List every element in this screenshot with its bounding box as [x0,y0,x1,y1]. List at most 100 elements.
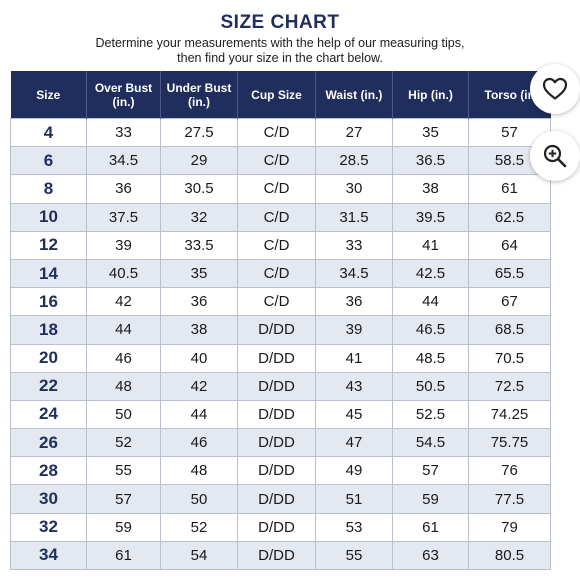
measurement-cell: 41 [392,230,469,260]
measurement-cell: 54 [160,540,238,571]
column-header: Hip (in.) [392,71,469,119]
measurement-cell: 52.5 [392,399,469,430]
like-button[interactable] [530,64,580,114]
measurement-cell: 80.5 [468,540,551,571]
measurement-cell: 54.5 [392,428,469,458]
measurement-cell: 61 [392,512,469,542]
measurement-cell: 50 [86,399,161,430]
measurement-cell: 40.5 [86,258,161,289]
column-header-unit: (in.) [188,94,210,109]
measurement-cell: 46.5 [392,315,469,345]
measurement-cell: 52 [86,428,161,458]
column-header: Over Bust (in.) [86,71,161,119]
measurement-cell: 59 [392,484,469,514]
measurement-cell: 57 [86,484,161,514]
measurement-cell: 75.75 [468,428,551,458]
measurement-cell: 33.5 [160,230,238,260]
measurement-cell: 44 [160,399,238,430]
table-body: 4 33 27.5 C/D 27 35 57 6 34.5 29 C/D 28.5 36.5 58.5 8 3… [10,117,551,571]
measurement-cell: 52 [160,512,238,542]
column-header-line: Size [36,87,61,102]
measurement-cell: 30 [315,174,393,204]
measurement-cell: 51 [315,484,393,514]
measurement-cell: D/DD [237,456,316,486]
measurement-cell: 45 [315,399,393,430]
measurement-cell: 33 [315,230,393,260]
measurement-cell: 39 [315,315,393,345]
measurement-cell: C/D [237,117,316,148]
measurement-cell: 42 [160,371,238,401]
measurement-cell: 76 [468,456,551,486]
size-cell: 32 [10,512,87,542]
measurement-cell: 70.5 [468,343,551,373]
table-row: 14 40.5 35 C/D 34.5 42.5 65.5 [10,258,551,289]
size-cell: 14 [10,258,87,289]
size-cell: 34 [10,540,87,571]
measurement-cell: 55 [86,456,161,486]
measurement-cell: 35 [160,258,238,289]
measurement-cell: 61 [468,174,551,204]
measurement-cell: D/DD [237,540,316,571]
measurement-cell: 48.5 [392,343,469,373]
measurement-cell: 28.5 [315,146,393,176]
measurement-cell: 34.5 [86,146,161,176]
table-row: 24 50 44 D/DD 45 52.5 74.25 [10,399,551,430]
measurement-cell: C/D [237,230,316,260]
measurement-cell: 47 [315,428,393,458]
measurement-cell: 31.5 [315,202,393,232]
table-row: 32 59 52 D/DD 53 61 79 [10,512,551,542]
column-header: Under Bust (in.) [160,71,238,119]
measurement-cell: 55 [315,540,393,571]
measurement-cell: C/D [237,202,316,232]
column-header-line: Under Bust [166,80,232,95]
measurement-cell: 42 [86,287,161,317]
measurement-cell: 50.5 [392,371,469,401]
column-header-line: Cup Size [251,87,302,102]
table-row: 18 44 38 D/DD 39 46.5 68.5 [10,315,551,345]
subtitle-line-1: Determine your measurements with the hel… [95,36,465,50]
measurement-cell: 41 [315,343,393,373]
measurement-cell: 48 [160,456,238,486]
column-header-line: Over Bust [94,80,153,95]
table-row: 30 57 50 D/DD 51 59 77.5 [10,484,551,514]
measurement-cell: 74.25 [468,399,551,430]
measurement-cell: D/DD [237,512,316,542]
measurement-cell: 49 [315,456,393,486]
measurement-cell: 36 [86,174,161,204]
measurement-cell: 48 [86,371,161,401]
measurement-cell: 57 [392,456,469,486]
measurement-cell: 63 [392,540,469,571]
measurement-cell: 79 [468,512,551,542]
measurement-cell: 27.5 [160,117,238,148]
page-subtitle: Determine your measurements with the hel… [0,36,560,66]
table-row: 4 33 27.5 C/D 27 35 57 [10,117,551,148]
heart-icon [542,77,568,100]
table-row: 22 48 42 D/DD 43 50.5 72.5 [10,371,551,401]
measurement-cell: 64 [468,230,551,260]
measurement-cell: 35 [392,117,469,148]
measurement-cell: D/DD [237,343,316,373]
measurement-cell: 40 [160,343,238,373]
measurement-cell: 38 [160,315,238,345]
size-cell: 4 [10,117,87,148]
table-row: 8 36 30.5 C/D 30 38 61 [10,174,551,204]
column-header-line: Torso (in [484,87,535,102]
column-header-line: Waist (in.) [325,87,383,102]
measurement-cell: 68.5 [468,315,551,345]
measurement-cell: 44 [86,315,161,345]
size-cell: 28 [10,456,87,486]
measurement-cell: 36 [160,287,238,317]
zoom-button[interactable] [530,131,580,181]
measurement-cell: 62.5 [468,202,551,232]
size-cell: 16 [10,287,87,317]
measurement-cell: 50 [160,484,238,514]
measurement-cell: 29 [160,146,238,176]
size-cell: 26 [10,428,87,458]
measurement-cell: 77.5 [468,484,551,514]
subtitle-line-2: then find your size in the chart below. [177,51,383,65]
measurement-cell: 43 [315,371,393,401]
measurement-cell: 46 [160,428,238,458]
measurement-cell: C/D [237,146,316,176]
table-row: 16 42 36 C/D 36 44 67 [10,287,551,317]
